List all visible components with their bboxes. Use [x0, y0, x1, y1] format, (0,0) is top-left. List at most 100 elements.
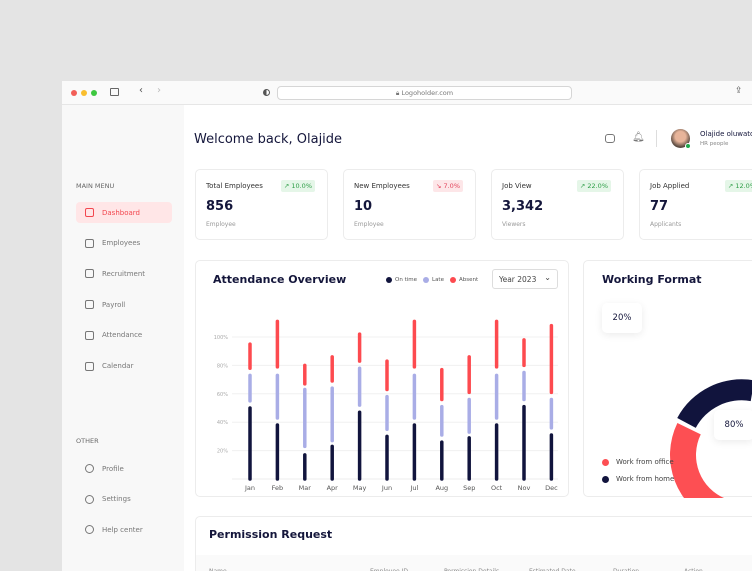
- sidebar-item-employees[interactable]: Employees: [76, 233, 172, 254]
- pie-legend-item: Work from office: [602, 458, 674, 466]
- home-percent-label: 20%: [602, 303, 642, 333]
- avatar[interactable]: [671, 129, 691, 149]
- working-format-card: Working Format 20% 80% Work from office Wor…: [583, 260, 752, 498]
- browser-window: ‹ › 🔒︎ Logoholder.com ⇪ MAIN MENU OTHER …: [62, 81, 752, 571]
- x-tick-label: Jan: [244, 484, 255, 492]
- browser-toolbar: ‹ › 🔒︎ Logoholder.com ⇪: [62, 81, 752, 105]
- share-icon[interactable]: ⇪: [735, 86, 743, 96]
- chevron-down-icon: ⌄: [544, 273, 551, 282]
- trend-up-icon: ↗: [579, 182, 586, 190]
- sidebar-item-recruitment[interactable]: Recruitment: [76, 263, 172, 284]
- working-format-title: Working Format: [602, 273, 702, 286]
- user-icon: [85, 464, 94, 473]
- sidebar-item-label: Calendar: [102, 362, 134, 370]
- slice-work-from-home[interactable]: [677, 379, 752, 428]
- attendance-icon: [85, 330, 94, 340]
- attendance-overview-card: Attendance Overview On time Late Absent Ye…: [195, 260, 569, 497]
- x-tick-label: Aug: [435, 484, 448, 492]
- slice-work-from-office[interactable]: [670, 384, 752, 498]
- trend-badge: ↗ 12.0%: [724, 180, 752, 192]
- x-tick-label: Dec: [545, 484, 558, 492]
- legend-label: Late: [432, 277, 444, 283]
- stat-card[interactable]: Total Employees ↗ 10.0% 856 Employee: [195, 169, 328, 240]
- x-tick-label: Oct: [491, 484, 503, 492]
- sidebar-item-label: Settings: [102, 495, 131, 503]
- user-add-icon: [85, 269, 94, 279]
- sidebar-item-help-center[interactable]: Help center: [76, 519, 172, 540]
- sidebar-item-dashboard[interactable]: Dashboard: [76, 202, 172, 223]
- x-tick-label: May: [353, 484, 367, 492]
- stat-title: Job Applied: [650, 182, 690, 190]
- sidebar-item-label: Recruitment: [102, 269, 146, 278]
- forward-icon[interactable]: ›: [157, 85, 161, 96]
- x-tick-label: Mar: [299, 484, 312, 492]
- legend-item: On time: [386, 277, 417, 283]
- stat-value: 10: [354, 199, 373, 214]
- payroll-icon: [85, 300, 94, 310]
- legend-label: Work from home: [616, 475, 675, 483]
- stat-subtitle: Employee: [206, 221, 236, 228]
- minimize-window-button[interactable]: [81, 90, 87, 96]
- legend-item: Late: [423, 277, 444, 283]
- online-status-icon: [685, 143, 691, 149]
- legend-dot-icon: [423, 277, 429, 283]
- help-icon: [85, 525, 94, 534]
- trend-down-icon: ↘: [435, 182, 442, 190]
- attendance-chart: 20% 40% 60% 80% 100% Jan Feb Mar Apr May Jun Jul Aug…: [214, 319, 558, 492]
- x-tick-label: Jun: [381, 484, 392, 492]
- stat-card[interactable]: New Employees ↘ 7.0% 10 Employee: [343, 169, 476, 240]
- x-tick-label: Sep: [463, 484, 475, 492]
- sidebar-item-label: Attendance: [102, 331, 143, 340]
- office-percent-label: 80%: [714, 410, 752, 440]
- sidebar-item-profile[interactable]: Profile: [76, 458, 172, 479]
- pie-legend-item: Work from home: [602, 475, 674, 483]
- sidebar-item-settings[interactable]: Settings: [76, 489, 172, 510]
- main-menu-label: MAIN MENU: [76, 182, 115, 190]
- close-window-button[interactable]: [71, 90, 77, 96]
- user-role: HR people: [700, 141, 729, 147]
- stat-subtitle: Applicants: [650, 221, 682, 228]
- y-tick-label: 60%: [217, 392, 228, 398]
- users-icon: [85, 238, 94, 248]
- sidebar-item-calendar[interactable]: Calendar: [76, 356, 172, 377]
- legend-label: On time: [395, 277, 417, 283]
- maximize-window-button[interactable]: [91, 90, 97, 96]
- gear-icon: [85, 494, 94, 504]
- sidebar-item-label: Dashboard: [102, 208, 140, 217]
- stat-title: Total Employees: [206, 182, 263, 190]
- sidebar-item-attendance[interactable]: Attendance: [76, 325, 172, 346]
- legend-label: Work from office: [616, 458, 674, 466]
- x-tick-label: Jul: [409, 484, 418, 492]
- trend-value: 10.0%: [291, 182, 312, 190]
- messages-icon[interactable]: [605, 134, 615, 143]
- x-tick-label: Apr: [327, 484, 339, 492]
- user-name: Olajide oluwato: [700, 130, 752, 138]
- trend-value: 7.0%: [443, 182, 460, 190]
- page-title: Welcome back, Olajide: [194, 132, 343, 147]
- stat-value: 856: [206, 199, 234, 214]
- sidebar-item-payroll[interactable]: Payroll: [76, 294, 172, 315]
- sidebar-item-label: Employees: [102, 239, 141, 248]
- stat-value: 3,342: [502, 199, 544, 214]
- calendar-icon: [85, 361, 94, 371]
- sidebar-toggle-icon[interactable]: [110, 88, 119, 96]
- url-bar[interactable]: 🔒︎ Logoholder.com: [277, 86, 572, 100]
- trend-value: 22.0%: [587, 182, 608, 190]
- shield-icon[interactable]: [263, 89, 270, 96]
- working-format-donut: [670, 379, 752, 498]
- stat-subtitle: Viewers: [502, 221, 526, 228]
- legend-dot-icon: [449, 277, 456, 283]
- legend-dot-icon: [602, 475, 609, 483]
- stat-card[interactable]: Job Applied ↗ 12.0% 77 Applicants: [639, 169, 752, 240]
- back-icon[interactable]: ‹: [139, 85, 143, 96]
- trend-badge: ↘ 7.0%: [432, 180, 463, 192]
- y-tick-label: 80%: [217, 363, 228, 369]
- sidebar-item-label: Help center: [102, 525, 143, 534]
- year-select[interactable]: Year 2023 ⌄: [492, 269, 558, 289]
- permission-title: Permission Request: [209, 528, 333, 541]
- stat-card[interactable]: Job View ↗ 22.0% 3,342 Viewers: [491, 169, 624, 240]
- trend-value: 12.0%: [735, 182, 752, 190]
- y-tick-label: 100%: [214, 335, 229, 341]
- stat-subtitle: Employee: [354, 221, 384, 228]
- bell-icon[interactable]: 🔔︎: [632, 132, 645, 143]
